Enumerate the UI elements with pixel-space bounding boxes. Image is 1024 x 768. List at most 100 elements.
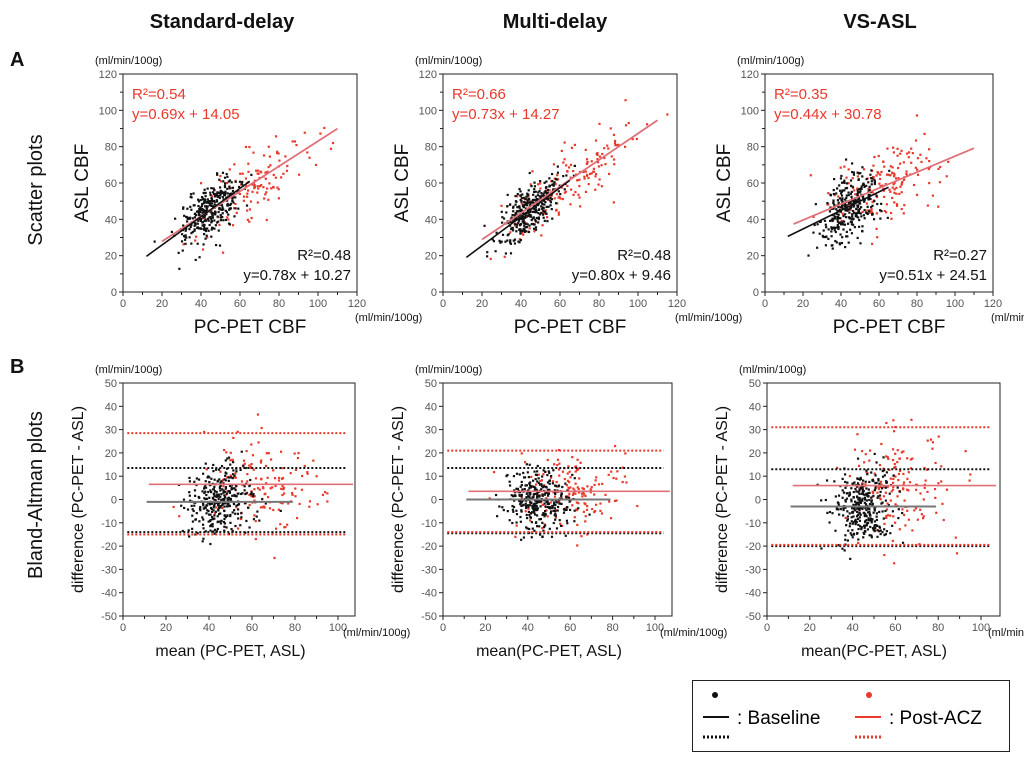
ba-point (892, 477, 895, 481)
ba-point (541, 494, 544, 497)
ba-point (868, 518, 871, 522)
ba-point (542, 484, 546, 487)
scatter-point (260, 171, 263, 174)
scatter-point (862, 214, 865, 217)
y-tick-label: 0 (431, 287, 437, 299)
scatter-point (847, 182, 850, 185)
ba-point (213, 502, 216, 505)
scatter-point (824, 244, 828, 247)
ba-point (282, 488, 285, 491)
scatter-point (194, 235, 198, 238)
scatter-point (520, 197, 523, 200)
scatter-point (570, 188, 573, 191)
scatter-point (563, 141, 566, 144)
scatter-point (543, 181, 546, 184)
ba-point (220, 480, 223, 483)
ba-point (229, 459, 232, 462)
scatter-point (209, 199, 213, 203)
ba-point (540, 485, 543, 488)
ba-point (541, 493, 544, 496)
ba-point (224, 515, 227, 519)
ba-point (556, 509, 559, 512)
ba-point (863, 501, 866, 504)
scatter-point (520, 202, 523, 205)
ba-point (544, 470, 547, 473)
ba-point (864, 513, 867, 516)
ba-point (879, 490, 882, 493)
scatter-point (197, 198, 200, 201)
scatter-point (836, 224, 839, 227)
scatter-point (541, 213, 545, 216)
scatter-point (876, 170, 879, 174)
ba-point (868, 510, 871, 513)
scatter-point (905, 172, 908, 176)
scatter-point (501, 221, 504, 224)
ba-point (566, 472, 569, 475)
scatter-point (193, 216, 197, 219)
ba-point (584, 503, 587, 506)
ba-point (231, 458, 234, 461)
ba-point (521, 504, 524, 507)
scatter-point (252, 151, 255, 154)
ba-point (227, 476, 230, 479)
ba-point (573, 520, 576, 523)
ba-point (864, 521, 867, 524)
ba-point (191, 520, 195, 523)
ba-point (860, 527, 863, 531)
scatter-point (190, 232, 193, 235)
ba-point (876, 535, 879, 538)
scatter-point (847, 241, 850, 244)
ba-point (210, 477, 213, 480)
scatter-point (263, 197, 266, 200)
scatter-point (879, 217, 882, 220)
scatter-point (197, 204, 200, 208)
scatter-point (526, 204, 529, 207)
scatter-point (203, 188, 206, 191)
post-equation-label: y=0.73x + 14.27 (452, 106, 560, 123)
ba-point (906, 488, 909, 491)
x-tick-label: 60 (873, 298, 885, 310)
scatter-point (927, 167, 930, 171)
scatter-point (196, 226, 199, 229)
ba-point (856, 517, 860, 521)
ba-point (901, 511, 904, 515)
scatter-point (838, 184, 841, 187)
ba-point (546, 515, 549, 518)
scatter-point (269, 164, 272, 167)
scatter-point (928, 148, 931, 151)
scatter-point (501, 216, 504, 219)
ba-point (229, 476, 232, 479)
ba-point (884, 533, 888, 536)
scatter-point (892, 151, 895, 154)
scatter-point (540, 194, 543, 197)
ba-point (219, 495, 222, 499)
scatter-point (862, 168, 866, 171)
ba-point (224, 479, 227, 482)
scatter-point (517, 240, 520, 243)
scatter-point (193, 212, 197, 215)
scatter-point (554, 183, 557, 186)
scatter-point (210, 235, 213, 238)
scatter-point (550, 194, 553, 198)
ba-point (204, 480, 207, 483)
legend-baseline-label: : Baseline (737, 708, 820, 729)
ba-point (519, 515, 522, 519)
ba-point (540, 479, 543, 482)
scatter-point (293, 140, 297, 143)
scatter-point (856, 187, 859, 190)
scatter-point (836, 218, 839, 221)
scatter-point (206, 198, 209, 201)
ba-point (202, 504, 205, 507)
ba-point (850, 487, 853, 490)
ba-point (907, 489, 910, 492)
scatter-point (256, 191, 259, 194)
ba-point (234, 476, 237, 479)
ba-point (533, 502, 536, 505)
scatter-point (551, 183, 554, 186)
ba-point (280, 487, 283, 491)
ba-point (885, 471, 888, 474)
ba-point (316, 503, 319, 506)
x-axis-label: PC-PET CBF (514, 317, 627, 338)
scatter-point (530, 223, 533, 226)
ba-point (551, 506, 554, 510)
